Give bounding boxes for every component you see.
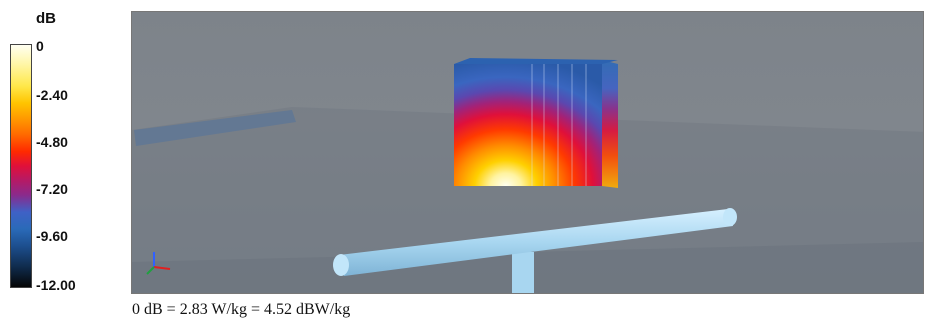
scene-graphics — [132, 58, 923, 293]
sar-3d-viewport[interactable] — [131, 11, 924, 294]
legend-unit-label: dB — [36, 10, 56, 27]
cube-side-face — [602, 60, 618, 188]
legend-tick-5: -12.00 — [36, 277, 76, 293]
support-post — [512, 252, 534, 293]
cube-slices — [531, 64, 587, 186]
cube-top-face — [454, 58, 618, 64]
xyz-axes-icon — [146, 252, 171, 275]
color-legend: dB 0 -2.40 -4.80 -7.20 -9.60 -12.00 — [0, 0, 130, 300]
legend-tick-3: -7.20 — [36, 181, 68, 197]
legend-tick-1: -2.40 — [36, 87, 68, 103]
legend-tick-2: -4.80 — [36, 134, 68, 150]
color-scale-bar — [10, 44, 32, 288]
feed-pipe — [339, 209, 733, 276]
pipe-end-left — [333, 254, 349, 276]
legend-tick-4: -9.60 — [36, 228, 68, 244]
ground-plane — [132, 107, 923, 293]
pipe-end-right — [723, 208, 737, 226]
scale-caption: 0 dB = 2.83 W/kg = 4.52 dBW/kg — [132, 301, 351, 318]
sar-heat-cube — [454, 64, 602, 186]
left-bar — [134, 110, 296, 146]
legend-tick-0: 0 — [36, 38, 44, 54]
